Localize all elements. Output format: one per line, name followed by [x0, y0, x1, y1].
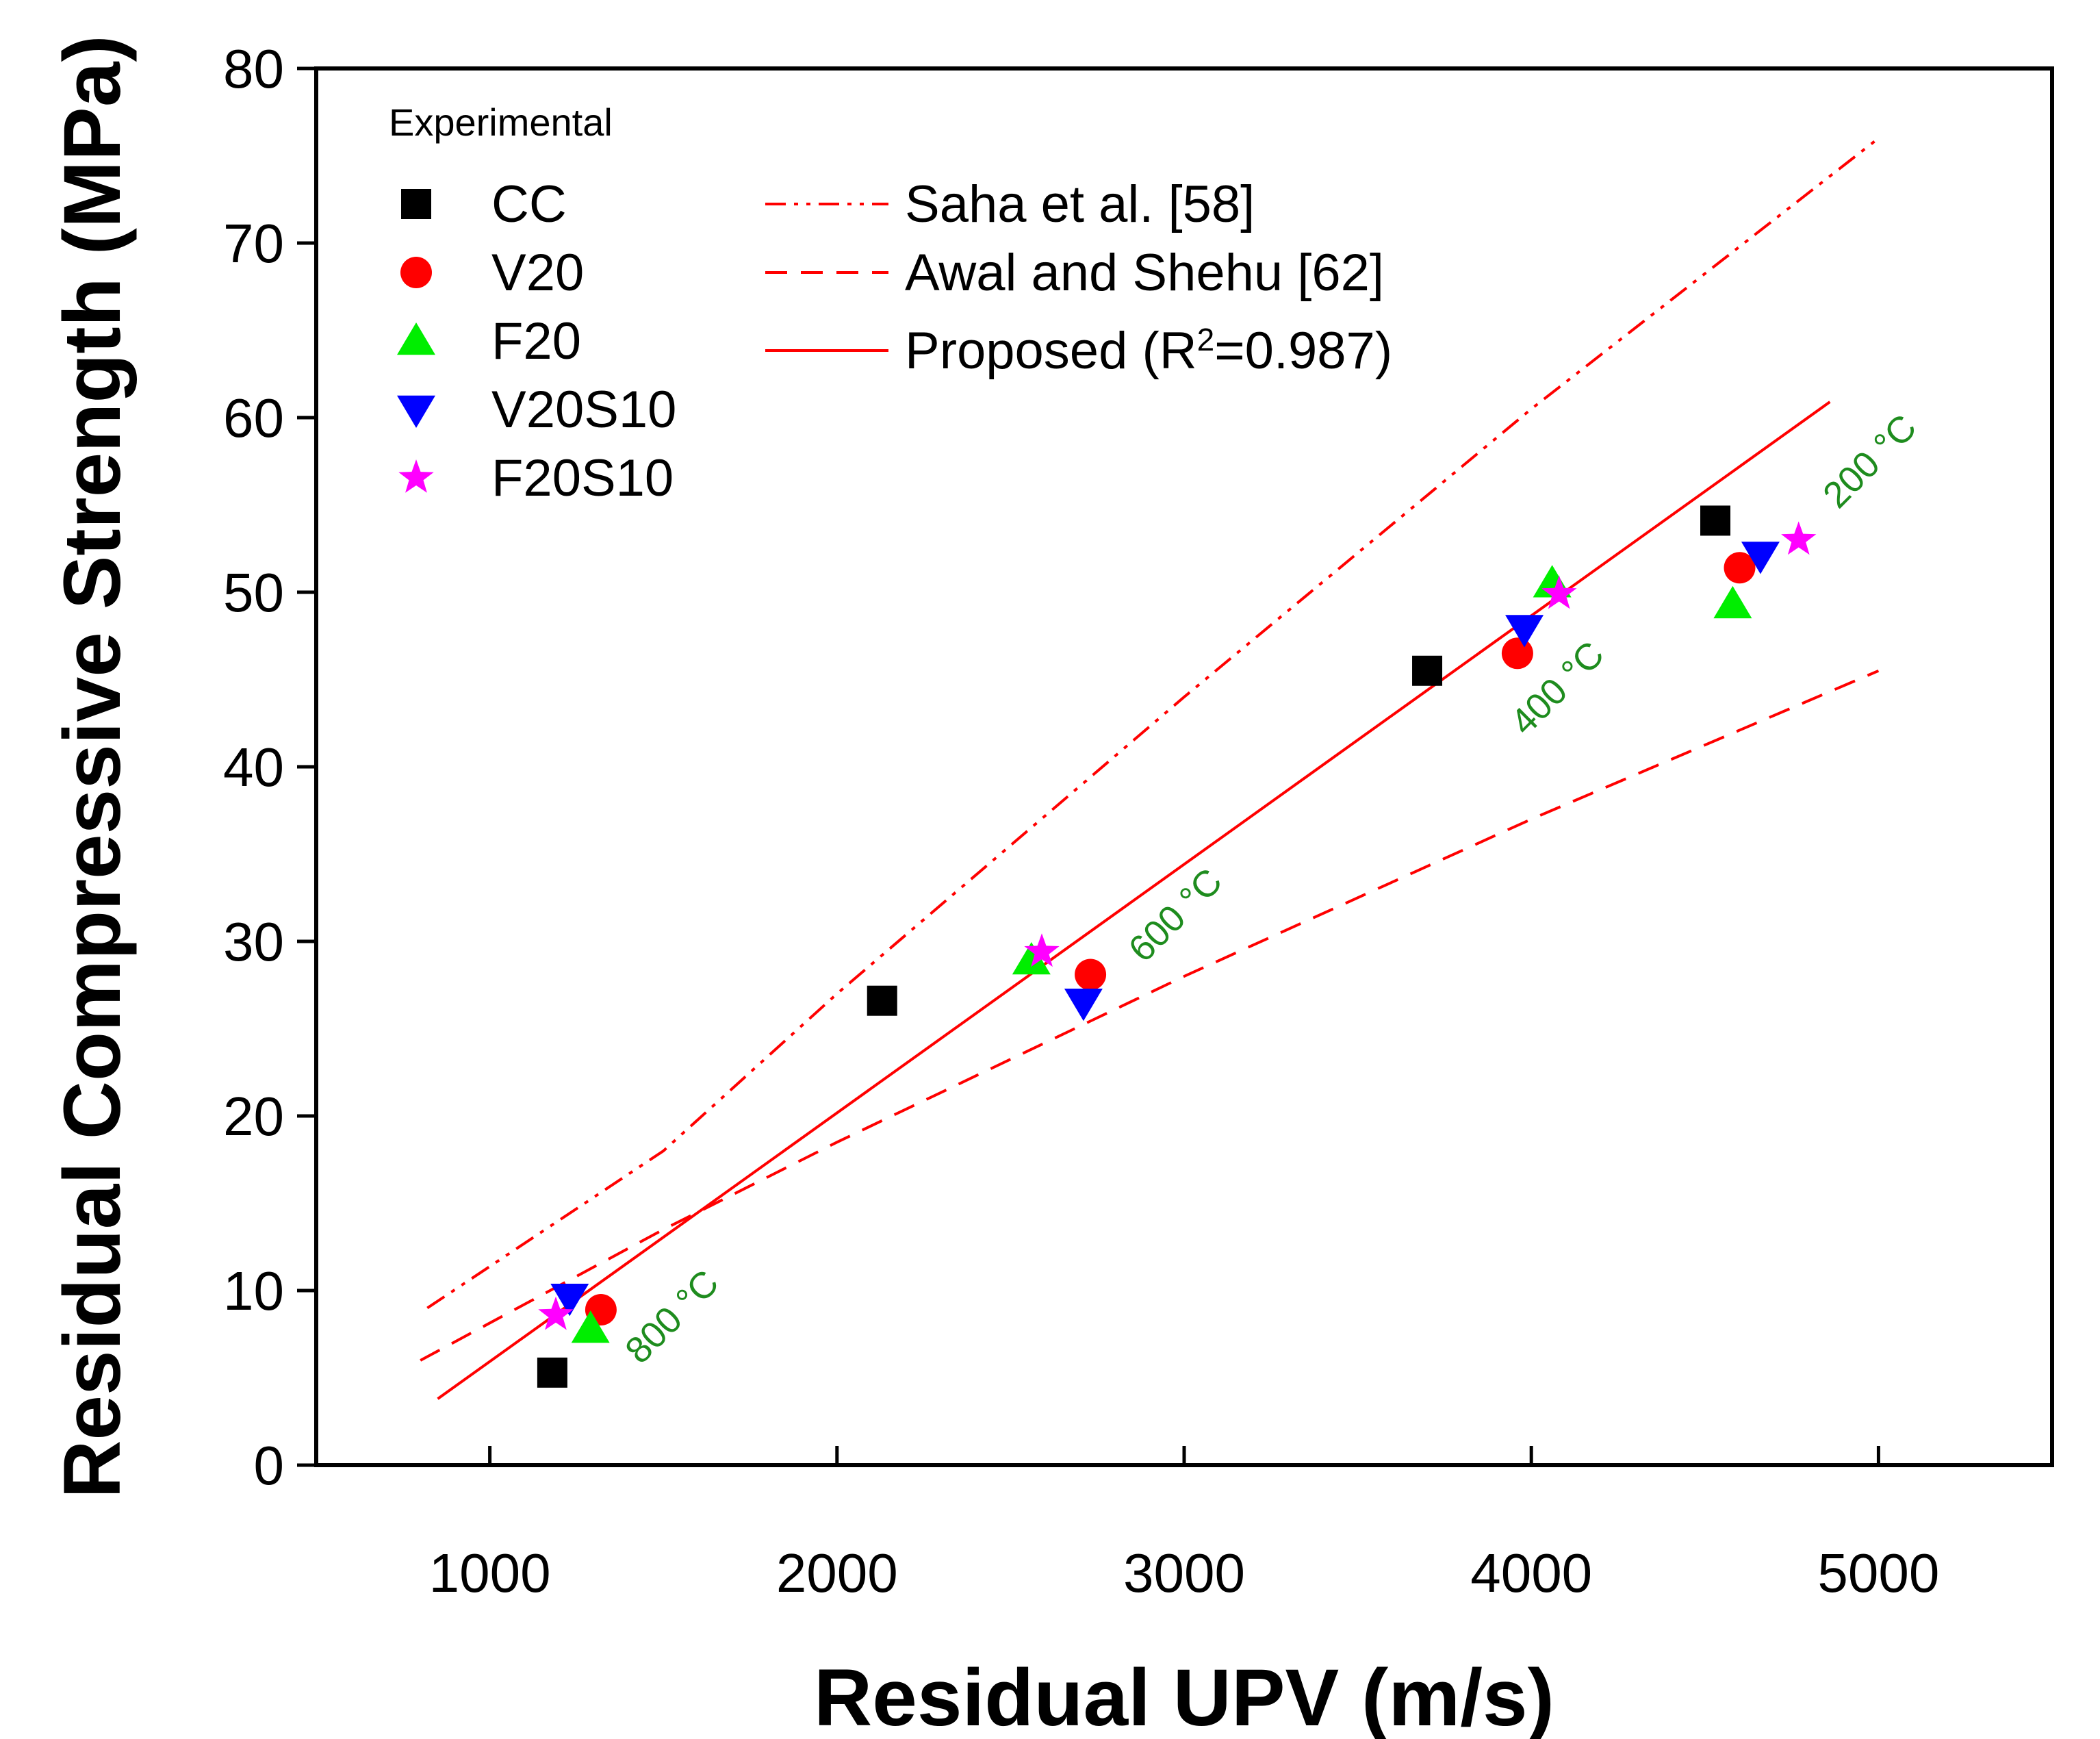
data-point-cc [867, 985, 897, 1016]
fit-line-2 [420, 669, 1880, 1362]
y-tick-label: 30 [223, 911, 284, 972]
legend-marker-cc [401, 189, 431, 219]
temperature-label: 600 °C [1121, 861, 1230, 970]
legend-line-label-1: Saha et al. [58] [905, 175, 1255, 233]
legend-label-f20s10: F20S10 [491, 449, 674, 507]
y-axis-title: Residual Compressive Strength (MPa) [47, 35, 138, 1499]
y-tick-label: 40 [223, 737, 284, 798]
temperature-label: 200 °C [1815, 407, 1925, 516]
data-markers [537, 505, 1817, 1388]
y-tick-label: 70 [223, 213, 284, 274]
data-point-v20s10 [1505, 615, 1544, 648]
data-point-v20s10 [1741, 542, 1780, 574]
data-point-f20 [1713, 585, 1752, 619]
data-point-v20s10 [550, 1283, 589, 1317]
legend-label-v20: V20 [491, 244, 584, 302]
legend-label-cc: CC [491, 175, 567, 233]
x-tick-label: 4000 [1470, 1543, 1592, 1603]
data-point-f20 [1012, 942, 1051, 975]
data-point-f20s10 [1781, 521, 1817, 555]
y-tick-label: 50 [223, 562, 284, 623]
data-point-v20 [1075, 959, 1107, 991]
fit-lines [420, 137, 1880, 1400]
fit-line-1 [426, 137, 1880, 1310]
legend-marker-v20s10 [397, 395, 435, 428]
x-tick-label: 1000 [429, 1543, 551, 1603]
legend-marker-v20 [400, 257, 432, 288]
legend-line-label-3: Proposed (R2=0.987) [905, 322, 1392, 380]
legend-line-label-2: Awal and Shehu [62] [905, 244, 1384, 302]
legend-marker-f20 [397, 322, 435, 355]
fit-line-3 [437, 401, 1831, 1400]
legend: Experimental CC V20 F20 V20S10 F20S10 Saha et… [389, 101, 1392, 507]
x-tick-label: 3000 [1123, 1543, 1245, 1603]
y-tick-label: 80 [223, 38, 284, 99]
data-point-cc [537, 1357, 567, 1388]
y-tick-label: 0 [254, 1435, 285, 1496]
legend-marker-f20s10 [398, 459, 434, 493]
data-point-f20s10 [1024, 933, 1060, 967]
y-axis: 0 10 20 30 40 50 60 70 80 [223, 38, 316, 1496]
x-tick-label: 5000 [1817, 1543, 1939, 1603]
data-point-cc [1412, 655, 1443, 686]
x-tick-label: 2000 [776, 1543, 898, 1603]
data-point-v20s10 [1064, 989, 1103, 1021]
data-point-cc [1700, 505, 1731, 536]
legend-label-f20: F20 [491, 312, 581, 370]
y-tick-label: 60 [223, 388, 284, 448]
y-tick-label: 10 [223, 1260, 284, 1321]
y-tick-label: 20 [223, 1086, 284, 1147]
data-point-v20 [1724, 552, 1756, 584]
data-point-v20 [1501, 637, 1533, 670]
x-axis: 1000 2000 3000 4000 5000 [429, 1446, 1939, 1603]
temperature-label: 800 °C [617, 1262, 727, 1371]
x-axis-title: Residual UPV (m/s) [814, 1653, 1554, 1739]
legend-label-v20s10: V20S10 [491, 381, 676, 439]
data-point-f20 [571, 1310, 610, 1343]
data-point-f20s10 [538, 1296, 574, 1330]
legend-title: Experimental [389, 101, 613, 144]
data-point-f20s10 [1541, 575, 1577, 609]
